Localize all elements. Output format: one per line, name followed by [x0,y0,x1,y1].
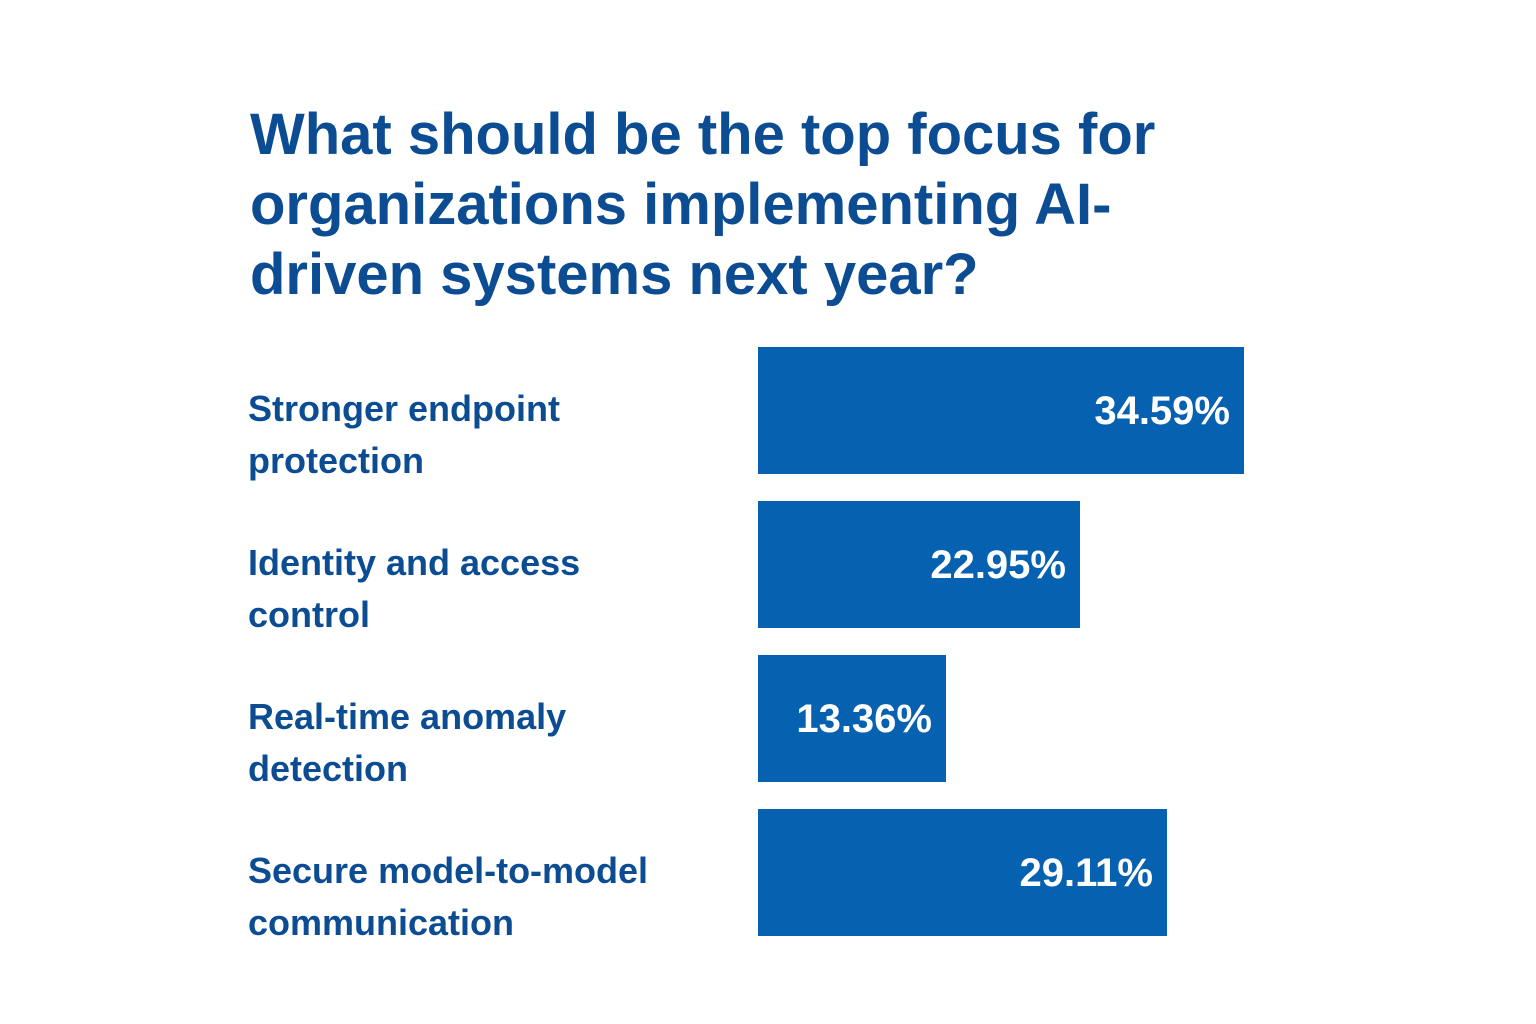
chart-title: What should be the top focus for organiz… [250,102,1156,307]
bar-value-label: 29.11% [1019,850,1153,895]
bar-value-label: 22.95% [930,542,1066,587]
bar [758,655,946,782]
category-label: Real-time anomaly detection [248,696,567,789]
bar-value-label: 13.36% [796,696,932,741]
bar [758,809,1167,936]
bar [758,501,1080,628]
bar [758,347,1244,474]
bar-value-label: 34.59% [1094,388,1230,433]
category-label: Identity and access control [248,542,581,635]
category-label: Stronger endpoint protection [248,388,560,481]
category-label: Secure model-to-model communication [248,850,649,943]
